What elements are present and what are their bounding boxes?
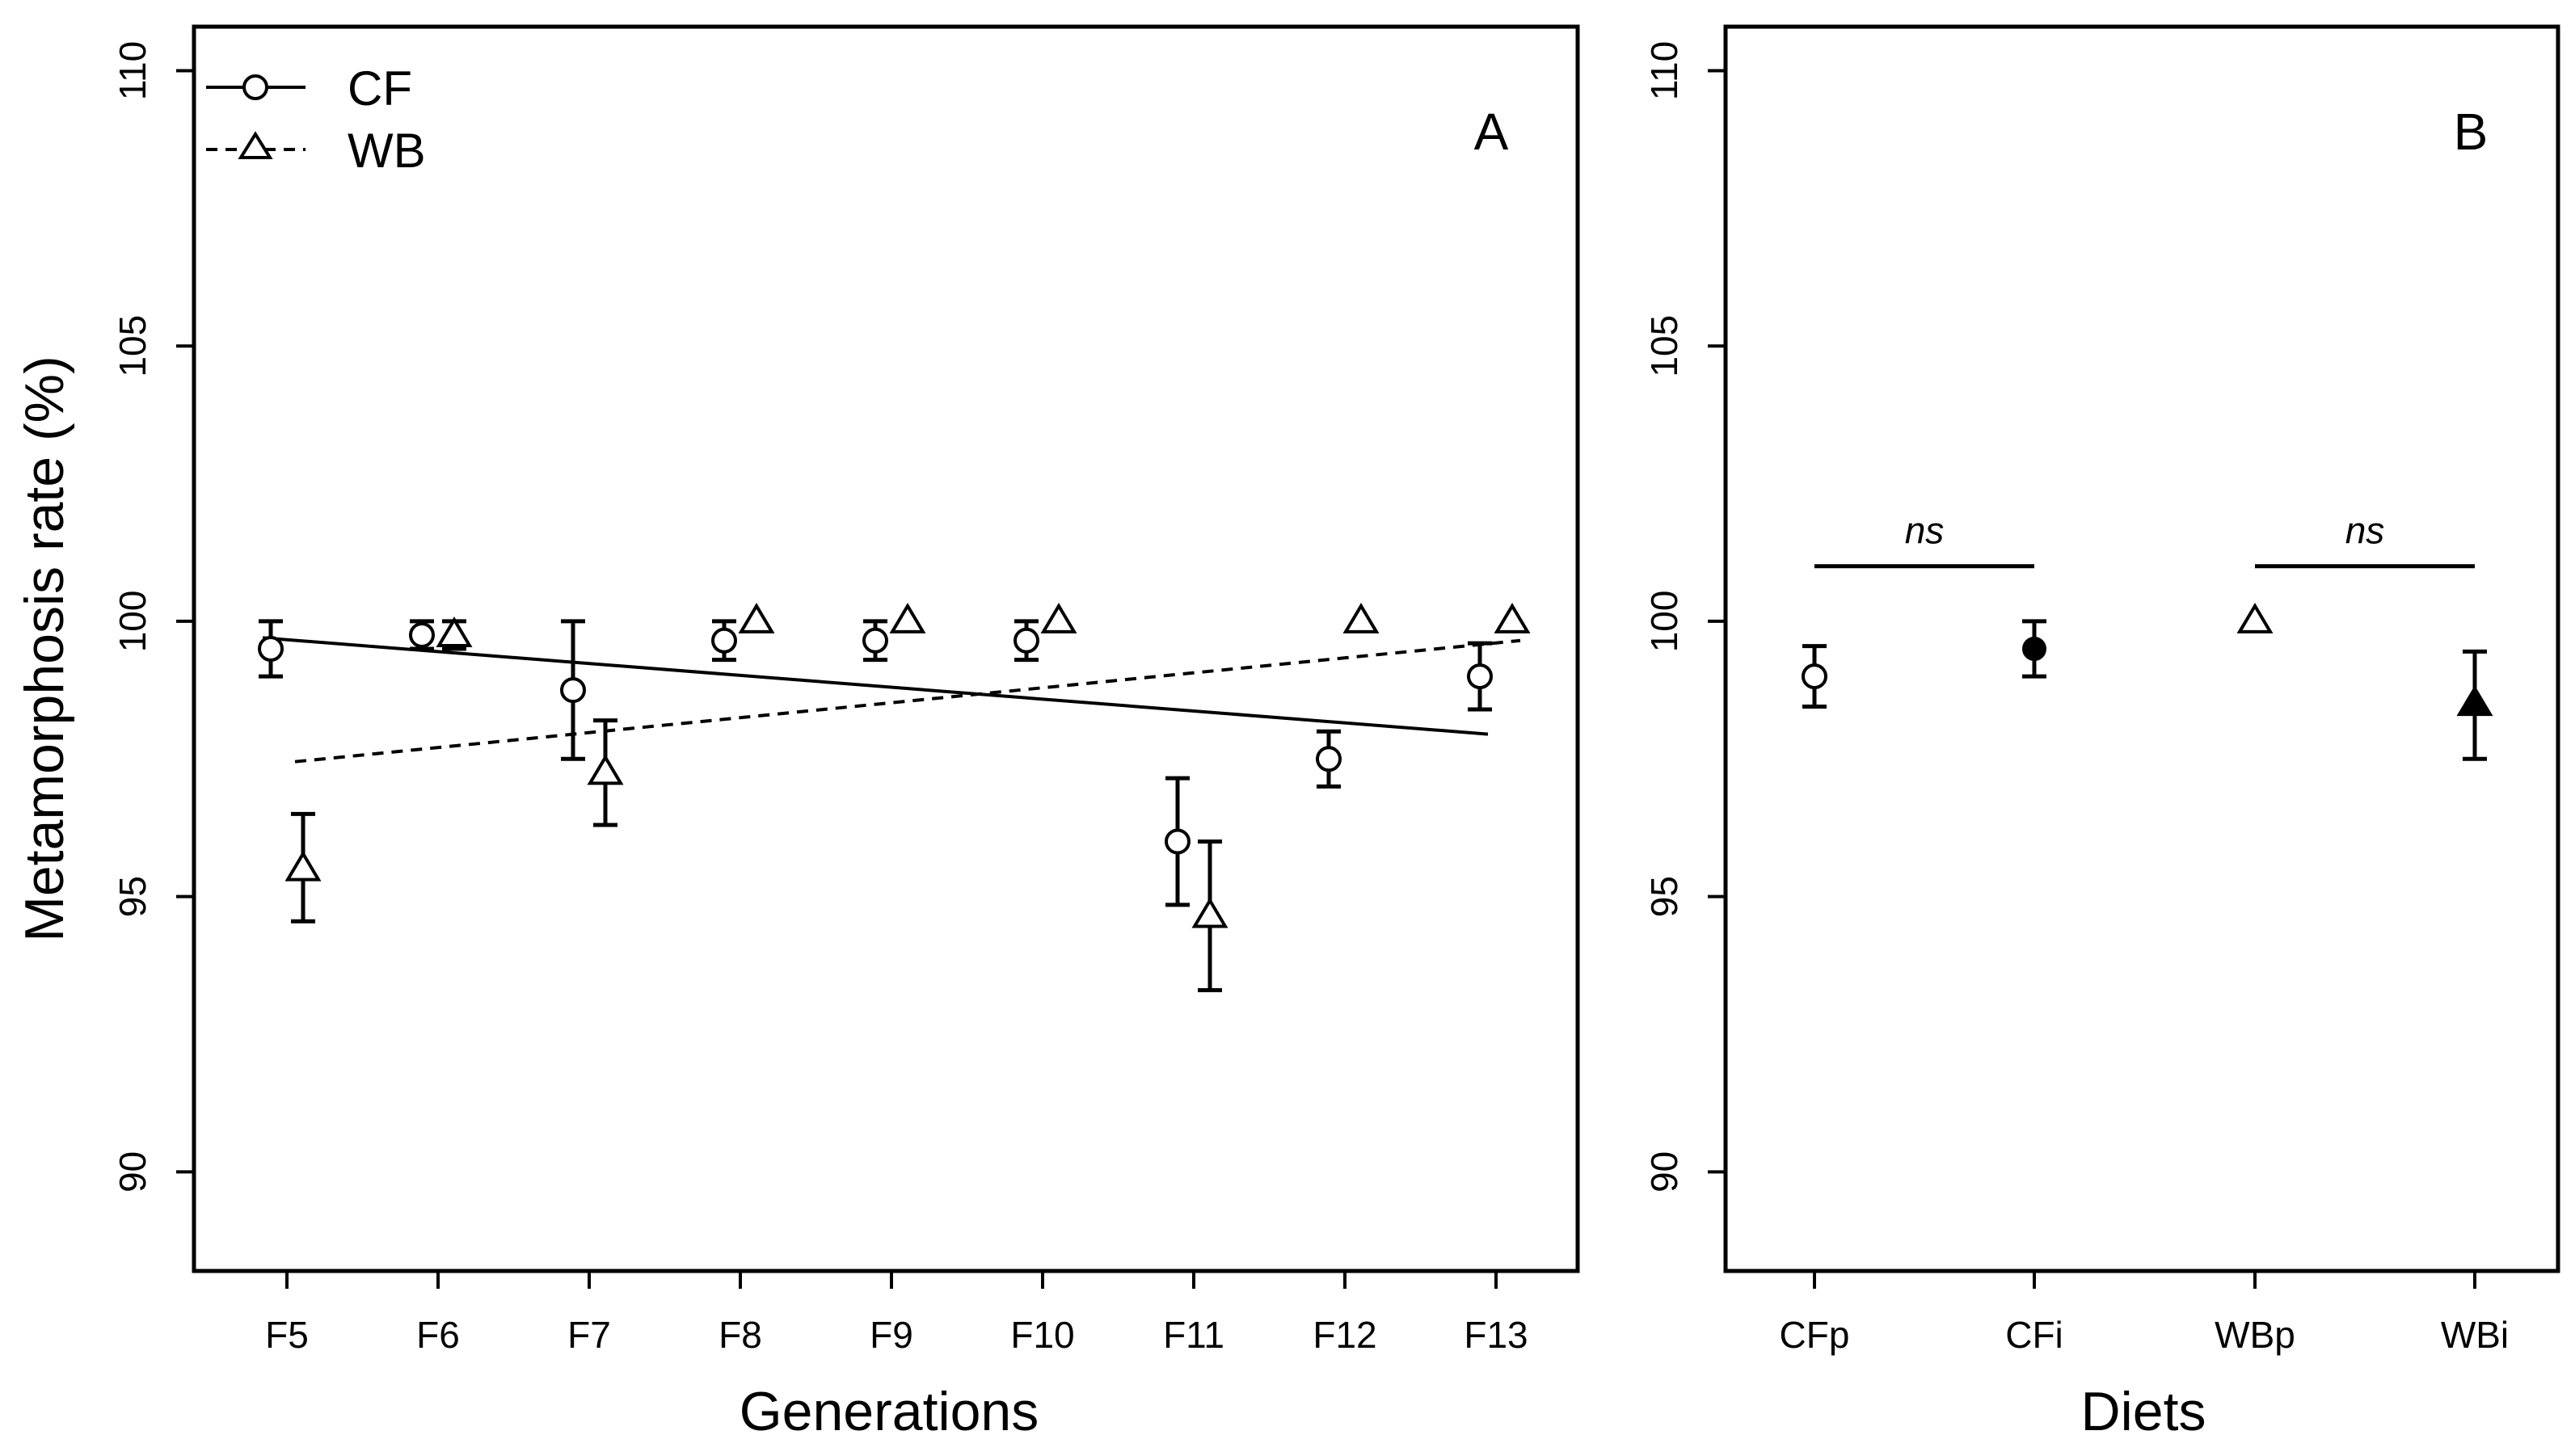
legend-wb-marker bbox=[238, 131, 273, 159]
panel-a-x-ticks: F5 F6 F7 F8 F9 F10 F11 F12 F13 bbox=[265, 1271, 1528, 1356]
diet-point-marker-cfi bbox=[2022, 637, 2046, 661]
x-tick-label: F6 bbox=[416, 1314, 460, 1356]
significance-label: ns bbox=[1905, 509, 1945, 551]
y-tick-label: 100 bbox=[112, 591, 154, 653]
panel-a-marks bbox=[258, 603, 1531, 992]
point-wb-marker bbox=[889, 603, 926, 633]
panel-b-x-axis-title: Diets bbox=[2081, 1381, 2206, 1442]
point-cf-marker bbox=[711, 627, 737, 654]
panel-b-frame bbox=[1723, 24, 2560, 1273]
point-cf-marker bbox=[409, 621, 435, 648]
y-tick-label: 105 bbox=[112, 315, 154, 377]
panel-a-y-axis-title: Metamorphosis rate (%) bbox=[14, 356, 75, 942]
point-wb-marker bbox=[284, 850, 322, 882]
point-wb-marker bbox=[1342, 603, 1380, 633]
y-tick-label: 110 bbox=[112, 41, 154, 100]
x-tick-label: F12 bbox=[1313, 1314, 1376, 1356]
point-wb-marker bbox=[1040, 603, 1077, 633]
y-tick-label: 90 bbox=[112, 1151, 154, 1193]
panel-a-x-axis-title: Generations bbox=[740, 1381, 1039, 1442]
panel-a-label: A bbox=[1474, 103, 1509, 161]
panel-b-y-ticks: 90 95 100 105 110 bbox=[1643, 41, 1726, 1193]
point-wb-marker bbox=[436, 616, 473, 647]
x-tick-label: F13 bbox=[1464, 1314, 1528, 1356]
legend-wb-label: WB bbox=[348, 124, 426, 178]
point-cf-marker bbox=[1316, 746, 1342, 772]
panel-a-frame bbox=[192, 24, 1580, 1273]
point-cf-marker bbox=[1467, 663, 1493, 690]
y-tick-label: 100 bbox=[1643, 591, 1685, 653]
y-tick-label: 95 bbox=[112, 876, 154, 917]
x-tick-label: F8 bbox=[719, 1314, 762, 1356]
y-tick-label: 105 bbox=[1643, 315, 1685, 377]
panel-a-y-ticks: 90 95 100 105 110 bbox=[112, 41, 194, 1193]
panel-b-marks bbox=[1802, 603, 2493, 761]
point-wb-marker bbox=[587, 754, 624, 785]
x-tick-label: WBi bbox=[2441, 1314, 2509, 1356]
x-tick-label: F10 bbox=[1010, 1314, 1074, 1356]
point-wb-marker bbox=[738, 603, 775, 633]
x-tick-label: F11 bbox=[1163, 1314, 1224, 1356]
trendline-cf bbox=[262, 636, 1489, 736]
point-cf-marker bbox=[1014, 627, 1039, 654]
legend-cf-label: CF bbox=[348, 61, 412, 116]
point-cf-marker bbox=[560, 677, 586, 704]
point-wb-marker bbox=[1494, 603, 1531, 633]
point-cf-marker bbox=[862, 627, 888, 654]
diet-point-marker-wbp bbox=[2236, 603, 2274, 633]
panel-a: A Metamorphosis rate (%) Generations 909… bbox=[14, 24, 1580, 1442]
x-tick-label: F5 bbox=[265, 1314, 309, 1356]
point-cf-marker bbox=[1165, 828, 1191, 855]
panel-a-trendlines bbox=[262, 636, 1521, 764]
legend: CF WB bbox=[206, 61, 426, 178]
significance-label: ns bbox=[2345, 509, 2385, 551]
panel-b: B Diets 90 95 100 105 110 CFp CFi WBp WBi ns ns bbox=[1643, 24, 2560, 1442]
legend-cf-marker bbox=[242, 74, 268, 100]
diet-point-marker-cfp bbox=[1802, 663, 1827, 690]
diet-point-marker-wbi bbox=[2456, 685, 2493, 717]
point-wb-marker bbox=[1191, 897, 1228, 928]
x-tick-label: F7 bbox=[567, 1314, 611, 1356]
panel-b-annotations: ns ns bbox=[1814, 509, 2475, 569]
trendline-wb bbox=[294, 638, 1521, 764]
y-tick-label: 110 bbox=[1643, 41, 1685, 100]
x-tick-label: CFi bbox=[2005, 1314, 2063, 1356]
x-tick-label: WBp bbox=[2215, 1314, 2295, 1356]
y-tick-label: 95 bbox=[1643, 876, 1685, 917]
x-tick-label: F9 bbox=[870, 1314, 913, 1356]
x-tick-label: CFp bbox=[1780, 1314, 1850, 1356]
panel-b-x-ticks: CFp CFi WBp WBi bbox=[1780, 1271, 2509, 1356]
point-cf-marker bbox=[258, 636, 284, 662]
y-tick-label: 90 bbox=[1643, 1151, 1685, 1193]
panel-b-label: B bbox=[2454, 103, 2489, 161]
